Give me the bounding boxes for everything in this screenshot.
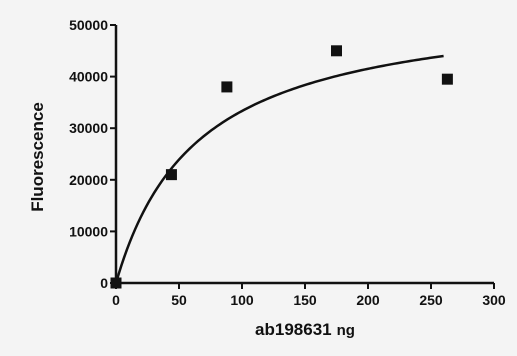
data-point: [165, 169, 177, 181]
data-point: [110, 277, 122, 289]
x-tick-label: 150: [293, 292, 317, 308]
data-points: [110, 45, 453, 289]
x-axis-title: ab198631 ng: [255, 320, 355, 339]
data-point: [331, 45, 342, 57]
y-tick-label: 0: [100, 275, 108, 291]
y-tick-label: 50000: [69, 17, 108, 33]
fit-curve: [114, 54, 444, 284]
data-point: [441, 73, 453, 85]
x-tick-label: 200: [356, 292, 380, 308]
y-axis-title: Fluorescence: [28, 102, 47, 212]
x-tick-label: 300: [482, 292, 506, 308]
y-tick-label: 30000: [69, 120, 108, 136]
x-tick-label: 0: [112, 292, 120, 308]
y-tick-label: 10000: [69, 223, 108, 239]
y-tick-label: 40000: [69, 69, 108, 85]
axes: 0 10000 20000 30000 40000 50000 0 50 100 150 200 2…: [69, 17, 506, 308]
x-tick-label: 100: [230, 292, 254, 308]
x-axis-title-unit: ng: [337, 322, 355, 339]
y-tick-label: 20000: [69, 172, 108, 188]
y-ticks: 0 10000 20000 30000 40000 50000: [69, 17, 116, 291]
x-ticks: 0 50 100 150 200 250 300: [112, 283, 506, 308]
x-axis-title-main: ab198631: [255, 320, 332, 339]
x-tick-label: 250: [419, 292, 443, 308]
x-tick-label: 50: [171, 292, 187, 308]
data-point: [221, 81, 233, 93]
